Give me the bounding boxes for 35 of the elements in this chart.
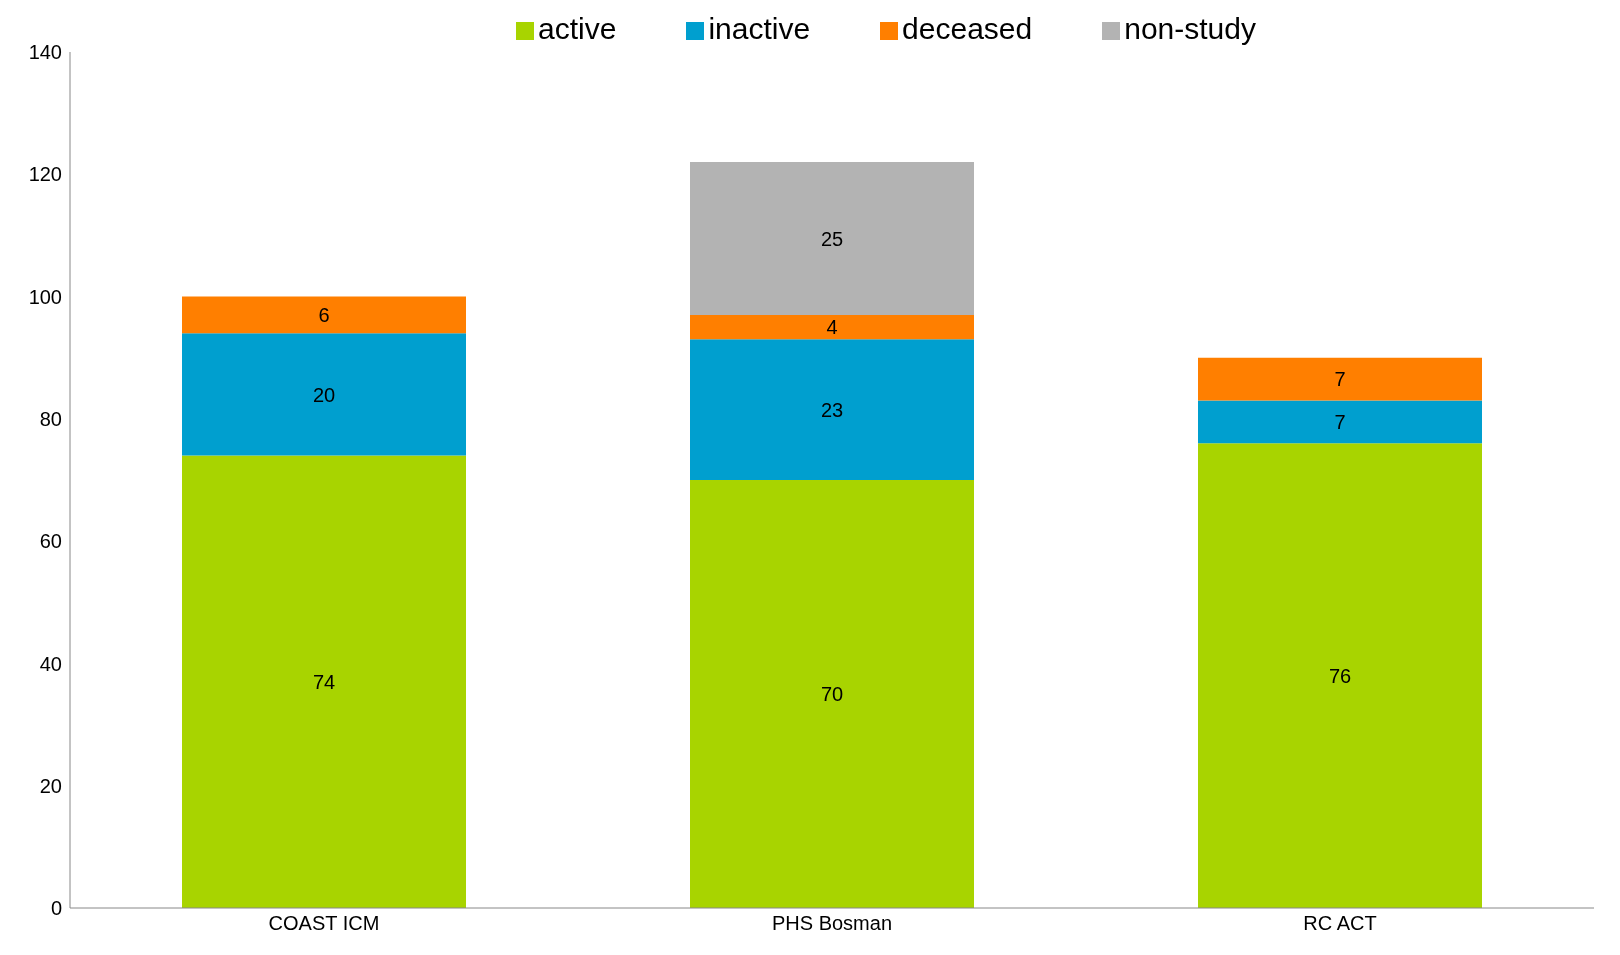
bar (1198, 400, 1482, 444)
data-label: 4 (826, 316, 838, 339)
bar (690, 480, 974, 908)
y-tick-label: 0 (50, 897, 62, 920)
bar (1198, 357, 1482, 401)
x-tick-label: RC ACT (1303, 912, 1377, 935)
y-tick-label: 60 (39, 530, 62, 553)
y-tick-label: 20 (39, 774, 62, 797)
bar (690, 162, 974, 315)
y-tick-label: 140 (28, 41, 62, 64)
y-tick-label: 120 (28, 163, 62, 186)
legend-label: non-study (1124, 12, 1256, 45)
y-tick-label: 100 (28, 285, 62, 308)
data-label: 70 (820, 683, 844, 706)
data-label: 7 (1334, 411, 1346, 434)
data-label: 76 (1328, 664, 1352, 687)
data-label: 7 (1334, 368, 1346, 391)
x-tick-label: COAST ICM (268, 912, 380, 935)
data-label: 20 (312, 383, 336, 406)
bar (182, 455, 466, 908)
data-label: 25 (820, 227, 844, 250)
data-label: 6 (318, 304, 330, 327)
data-label: 23 (820, 398, 844, 421)
legend-label: inactive (708, 12, 811, 45)
data-label: 74 (312, 670, 336, 693)
bar (182, 296, 466, 334)
legend-label: active (538, 12, 617, 45)
y-tick-label: 80 (39, 407, 62, 430)
legend-label: deceased (902, 12, 1033, 45)
bar (1198, 443, 1482, 908)
x-tick-label: PHS Bosman (771, 912, 893, 935)
bar (690, 339, 974, 480)
bar (182, 333, 466, 456)
y-tick-label: 40 (39, 652, 62, 675)
bar (690, 314, 974, 340)
